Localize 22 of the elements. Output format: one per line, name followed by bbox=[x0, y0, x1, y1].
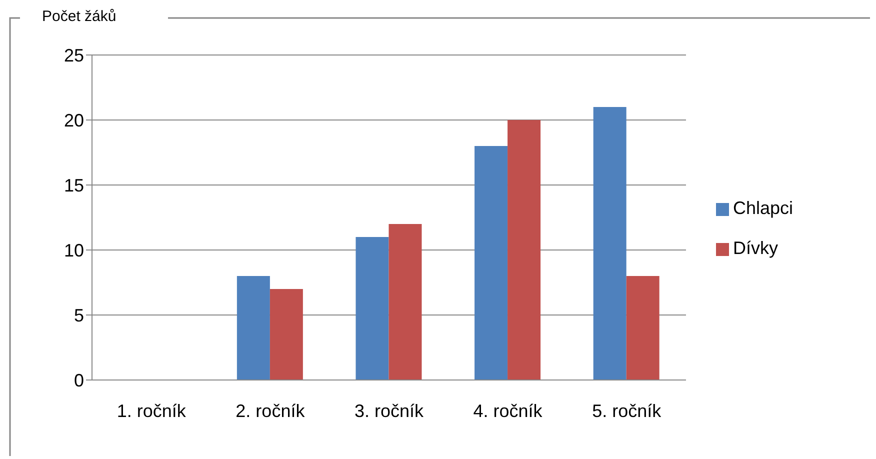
bar bbox=[356, 237, 389, 380]
y-tick-label: 0 bbox=[74, 370, 84, 390]
x-tick-label: 5. ročník bbox=[592, 400, 662, 421]
x-tick-label: 4. ročník bbox=[473, 400, 544, 421]
y-tick-label: 25 bbox=[64, 45, 84, 66]
bar bbox=[388, 224, 422, 380]
x-tick-label: 1. ročník bbox=[116, 400, 187, 421]
bar bbox=[508, 120, 541, 380]
y-tick-label: 10 bbox=[64, 240, 84, 260]
y-tick-label: 5 bbox=[74, 305, 84, 326]
y-tick-label: 15 bbox=[64, 175, 84, 196]
bar bbox=[474, 146, 508, 380]
y-tick-label: 20 bbox=[64, 110, 84, 130]
bar bbox=[236, 276, 270, 380]
bar bbox=[626, 276, 660, 380]
legend-label: Dívky bbox=[733, 238, 778, 258]
bar bbox=[270, 289, 303, 380]
y-axis-title: Počet žáků bbox=[42, 8, 116, 25]
bar bbox=[593, 107, 626, 380]
x-tick-label: 3. ročník bbox=[354, 400, 425, 421]
legend-label: Chlapci bbox=[733, 198, 794, 218]
x-tick-label: 2. ročník bbox=[236, 400, 306, 421]
